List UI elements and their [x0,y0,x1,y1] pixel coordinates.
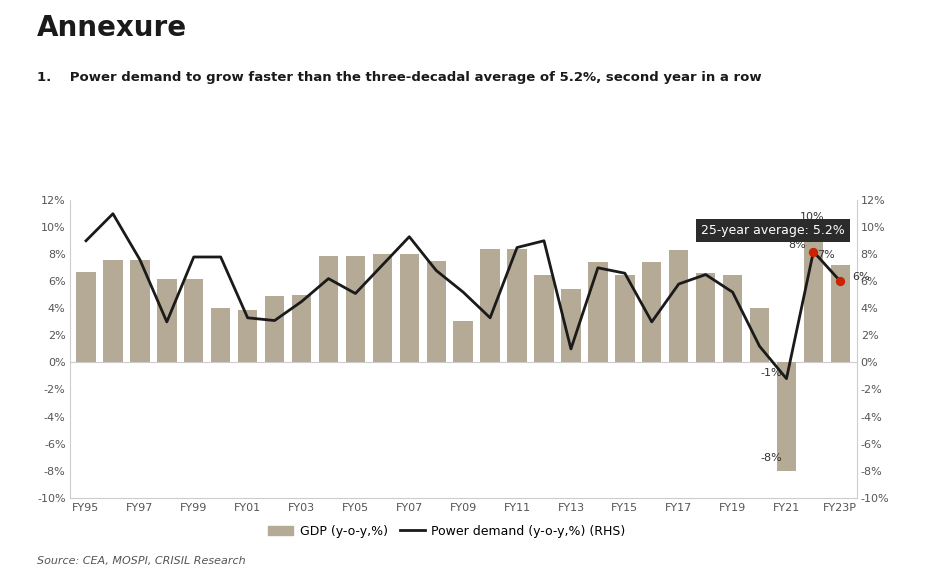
Bar [372,255,392,363]
Legend: GDP (y-o-y,%), Power demand (y-o-y,%) (RHS): GDP (y-o-y,%), Power demand (y-o-y,%) (R… [263,520,630,543]
Bar [749,308,769,363]
Text: 6%: 6% [853,272,870,282]
Bar [291,295,311,363]
Bar [211,308,230,363]
Text: 10%: 10% [800,212,824,223]
Bar [507,249,527,363]
Bar [76,272,96,363]
Text: -8%: -8% [761,453,783,463]
Bar [426,261,446,363]
Bar [480,249,500,363]
Point [833,277,848,286]
Bar [453,320,473,363]
Bar [776,363,796,471]
Bar [318,256,338,363]
Bar [615,275,635,363]
Bar [534,275,554,363]
Bar [399,255,419,363]
Bar [184,279,204,363]
Bar [130,260,150,363]
Text: Source: CEA, MOSPI, CRISIL Research: Source: CEA, MOSPI, CRISIL Research [37,557,246,566]
Bar [238,309,257,363]
Bar [561,289,581,363]
Bar [588,263,608,363]
Bar [103,260,123,363]
Bar [696,273,715,363]
Text: -1%: -1% [761,368,782,378]
Text: 25-year average: 5.2%: 25-year average: 5.2% [701,224,844,237]
Bar [642,263,661,363]
Bar [830,265,850,363]
Text: Annexure: Annexure [37,14,187,42]
Text: 7%: 7% [816,251,834,260]
Bar [669,250,688,363]
Bar [345,256,365,363]
Bar [803,227,823,363]
Text: 1.    Power demand to grow faster than the three-decadal average of 5.2%, second: 1. Power demand to grow faster than the … [37,72,762,85]
Bar [157,279,177,363]
Text: 8%: 8% [789,240,806,249]
Point [806,247,821,256]
Bar [722,275,742,363]
Bar [265,296,284,363]
